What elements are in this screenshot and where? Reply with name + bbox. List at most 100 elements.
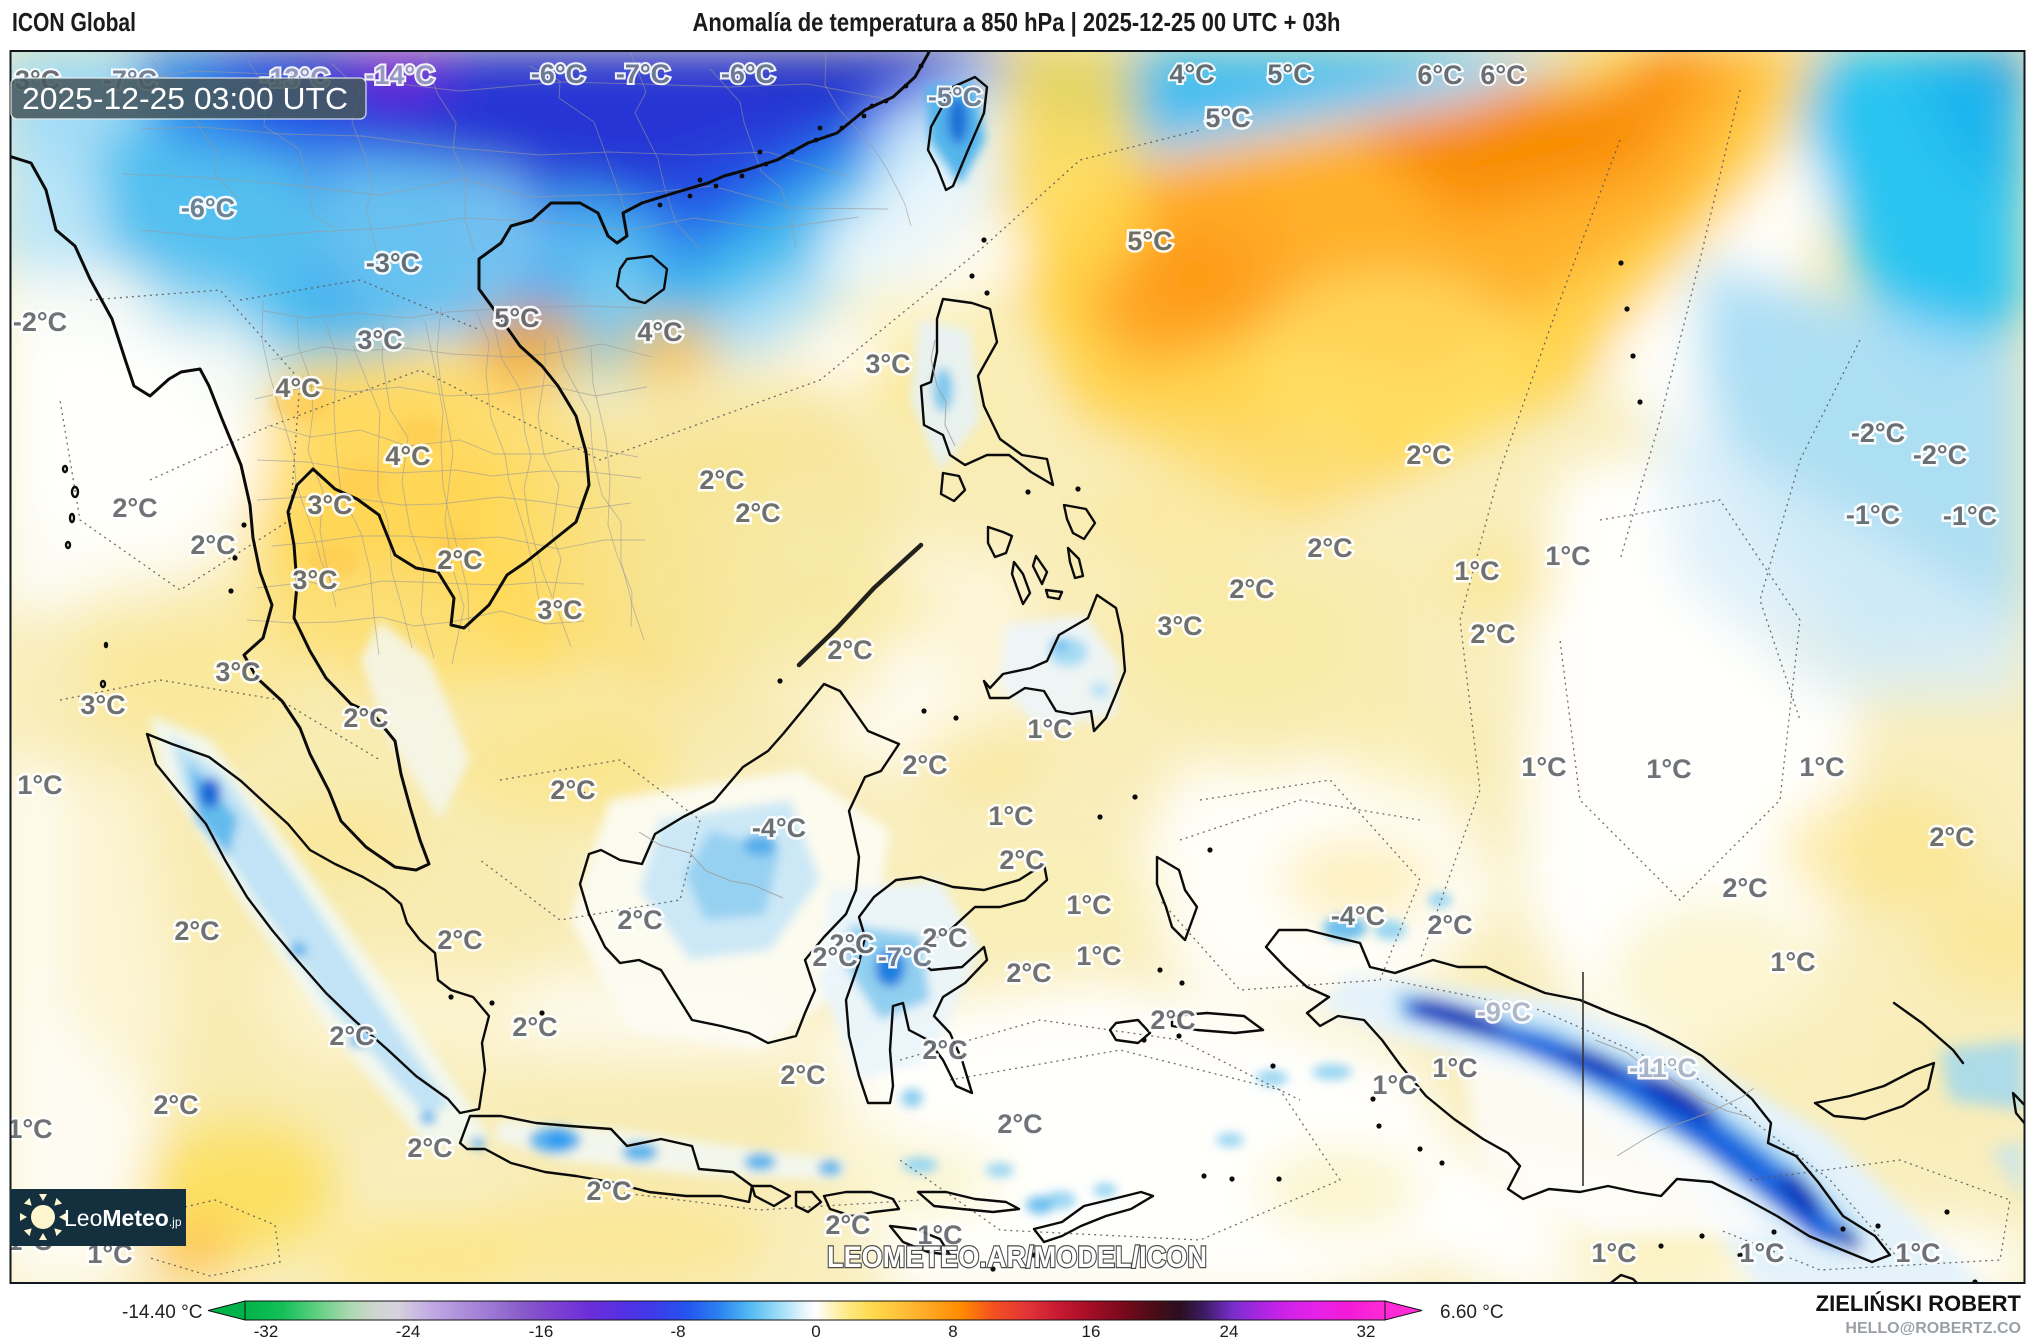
svg-text:2°C: 2°C bbox=[922, 923, 967, 953]
svg-text:32: 32 bbox=[1357, 1322, 1376, 1339]
svg-text:-14.40 °C: -14.40 °C bbox=[122, 1302, 202, 1323]
svg-text:3°C: 3°C bbox=[537, 595, 582, 625]
svg-text:2°C: 2°C bbox=[902, 750, 947, 780]
svg-text:2°C: 2°C bbox=[343, 703, 388, 733]
svg-text:2°C: 2°C bbox=[735, 498, 780, 528]
svg-text:2°C: 2°C bbox=[780, 1060, 825, 1090]
svg-text:-24: -24 bbox=[396, 1322, 421, 1339]
svg-text:3°C: 3°C bbox=[80, 690, 125, 720]
svg-text:1°C: 1°C bbox=[1545, 541, 1590, 571]
svg-text:-3°C: -3°C bbox=[366, 248, 420, 278]
svg-text:LEOMETEO.AR/MODEL/ICON: LEOMETEO.AR/MODEL/ICON bbox=[827, 1241, 1207, 1274]
svg-text:HELLO@ROBERTZ.CO: HELLO@ROBERTZ.CO bbox=[1845, 1320, 2021, 1337]
svg-text:-32: -32 bbox=[254, 1322, 279, 1339]
svg-text:ICON Global: ICON Global bbox=[12, 7, 136, 37]
svg-text:-4°C: -4°C bbox=[752, 813, 806, 843]
svg-text:5°C: 5°C bbox=[1205, 103, 1250, 133]
svg-text:2°C: 2°C bbox=[1150, 1005, 1195, 1035]
svg-text:2025-12-25 03:00 UTC: 2025-12-25 03:00 UTC bbox=[22, 81, 348, 116]
svg-text:3°C: 3°C bbox=[307, 490, 352, 520]
svg-text:1°C: 1°C bbox=[17, 770, 62, 800]
svg-text:2°C: 2°C bbox=[617, 905, 662, 935]
svg-text:24: 24 bbox=[1220, 1322, 1239, 1339]
svg-text:-14°C: -14°C bbox=[365, 60, 434, 90]
svg-text:1°C: 1°C bbox=[1027, 714, 1072, 744]
svg-text:2°C: 2°C bbox=[997, 1109, 1042, 1139]
svg-text:1°C: 1°C bbox=[917, 1220, 962, 1250]
svg-text:5°C: 5°C bbox=[1127, 226, 1172, 256]
svg-text:-8: -8 bbox=[670, 1322, 685, 1339]
svg-text:2°C: 2°C bbox=[112, 493, 157, 523]
svg-text:-9°C: -9°C bbox=[1477, 997, 1531, 1027]
svg-text:2°C: 2°C bbox=[829, 929, 874, 959]
svg-text:2°C: 2°C bbox=[550, 775, 595, 805]
svg-text:1°C: 1°C bbox=[1454, 556, 1499, 586]
svg-text:4°C: 4°C bbox=[385, 441, 430, 471]
svg-text:1°C: 1°C bbox=[1372, 1070, 1417, 1100]
svg-text:16: 16 bbox=[1082, 1322, 1101, 1339]
svg-text:1°C: 1°C bbox=[7, 1114, 52, 1144]
svg-text:-1°C: -1°C bbox=[1943, 501, 1997, 531]
svg-text:4°C: 4°C bbox=[275, 373, 320, 403]
svg-text:2°C: 2°C bbox=[1229, 574, 1274, 604]
svg-text:1°C: 1°C bbox=[988, 801, 1033, 831]
svg-text:2°C: 2°C bbox=[329, 1021, 374, 1051]
svg-text:1°C: 1°C bbox=[1770, 947, 1815, 977]
svg-text:2°C: 2°C bbox=[827, 635, 872, 665]
svg-text:-2°C: -2°C bbox=[1851, 418, 1905, 448]
svg-text:-1°C: -1°C bbox=[1846, 500, 1900, 530]
svg-text:0: 0 bbox=[811, 1322, 820, 1339]
svg-text:3°C: 3°C bbox=[1157, 611, 1202, 641]
svg-text:2°C: 2°C bbox=[407, 1133, 452, 1163]
svg-text:ZIELIŃSKI ROBERT: ZIELIŃSKI ROBERT bbox=[1816, 1291, 2022, 1316]
svg-text:5°C: 5°C bbox=[494, 303, 539, 333]
svg-text:2°C: 2°C bbox=[825, 1210, 870, 1240]
svg-text:3°C: 3°C bbox=[292, 565, 337, 595]
svg-text:-11°C: -11°C bbox=[1629, 1053, 1697, 1083]
svg-text:-2°C: -2°C bbox=[1913, 440, 1967, 470]
svg-text:2°C: 2°C bbox=[437, 925, 482, 955]
svg-text:-5°C: -5°C bbox=[928, 82, 982, 112]
svg-text:1°C: 1°C bbox=[1521, 752, 1566, 782]
svg-text:2°C: 2°C bbox=[174, 916, 219, 946]
svg-text:2°C: 2°C bbox=[699, 465, 744, 495]
svg-text:-7°C: -7°C bbox=[616, 59, 670, 89]
svg-text:2°C: 2°C bbox=[190, 530, 235, 560]
svg-text:6.60 °C: 6.60 °C bbox=[1440, 1302, 1504, 1323]
svg-text:Anomalía de temperatura a 850: Anomalía de temperatura a 850 hPa | 2025… bbox=[693, 7, 1341, 37]
svg-text:-6°C: -6°C bbox=[721, 59, 775, 89]
svg-text:8: 8 bbox=[948, 1322, 957, 1339]
svg-text:1°C: 1°C bbox=[1066, 890, 1111, 920]
svg-text:2°C: 2°C bbox=[437, 545, 482, 575]
svg-text:5°C: 5°C bbox=[1267, 59, 1312, 89]
svg-text:-2°C: -2°C bbox=[13, 307, 67, 337]
svg-text:1°C: 1°C bbox=[1739, 1238, 1784, 1268]
svg-text:2°C: 2°C bbox=[1427, 910, 1472, 940]
svg-text:2°C: 2°C bbox=[1470, 619, 1515, 649]
svg-text:1°C: 1°C bbox=[1432, 1053, 1477, 1083]
svg-text:2°C: 2°C bbox=[1929, 822, 1974, 852]
svg-text:4°C: 4°C bbox=[637, 317, 682, 347]
svg-text:3°C: 3°C bbox=[865, 349, 910, 379]
svg-text:2°C: 2°C bbox=[922, 1035, 967, 1065]
svg-text:-6°C: -6°C bbox=[181, 193, 235, 223]
svg-text:2°C: 2°C bbox=[999, 845, 1044, 875]
svg-text:-16: -16 bbox=[529, 1322, 554, 1339]
svg-text:6°C: 6°C bbox=[1417, 60, 1462, 90]
svg-text:2°C: 2°C bbox=[1307, 533, 1352, 563]
svg-text:4°C: 4°C bbox=[1169, 59, 1214, 89]
svg-text:2°C: 2°C bbox=[153, 1090, 198, 1120]
svg-text:1°C: 1°C bbox=[1646, 754, 1691, 784]
svg-text:1°C: 1°C bbox=[1895, 1238, 1940, 1268]
svg-text:1°C: 1°C bbox=[1591, 1238, 1636, 1268]
svg-text:-7°C: -7°C bbox=[878, 942, 932, 972]
svg-text:1°C: 1°C bbox=[1799, 752, 1844, 782]
svg-text:LeoMeteo.jp: LeoMeteo.jp bbox=[64, 1205, 182, 1231]
svg-text:1°C: 1°C bbox=[1076, 941, 1121, 971]
svg-text:3°C: 3°C bbox=[357, 325, 402, 355]
svg-text:-4°C: -4°C bbox=[1331, 901, 1385, 931]
svg-text:2°C: 2°C bbox=[1722, 873, 1767, 903]
svg-text:2°C: 2°C bbox=[1006, 958, 1051, 988]
svg-text:2°C: 2°C bbox=[586, 1176, 631, 1206]
svg-text:2°C: 2°C bbox=[1406, 440, 1451, 470]
